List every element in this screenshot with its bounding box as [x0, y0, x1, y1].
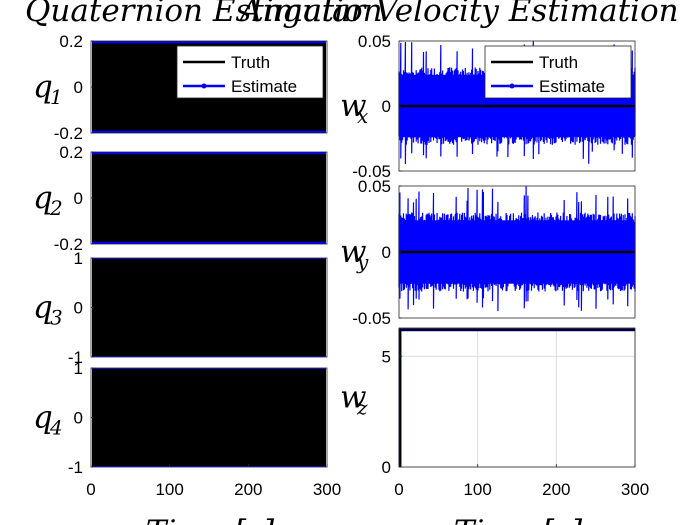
- chart-q2-ylabel: q: [33, 180, 53, 216]
- chart-q1-ytick-label-1: 0: [74, 78, 83, 97]
- chart-wx-ylabel: w: [340, 88, 367, 124]
- chart-q3-series-truth: [92, 258, 326, 357]
- chart-wz-ylabel: w: [340, 380, 367, 416]
- chart-q1-legend-marker-1: [201, 83, 207, 89]
- chart-wz-xtick-label-1: 100: [463, 480, 491, 499]
- chart-q1-legend: [176, 45, 324, 99]
- chart-q4-ylabel: q: [33, 400, 53, 436]
- chart-q3-ytick-label-0: 1: [74, 249, 83, 268]
- chart-wy-ylabel-subscript: y: [356, 250, 369, 274]
- chart-q2-series-truth: [92, 154, 326, 242]
- left-xlabel: Time [s]: [146, 514, 275, 525]
- chart-q1-legend-label-0: Truth: [231, 53, 270, 72]
- chart-wx-ytick-label-0: 0.05: [358, 32, 391, 51]
- chart-q1-ylabel-subscript: 1: [50, 85, 63, 109]
- right-xlabel: Time [s]: [454, 514, 583, 525]
- chart-wx-ylabel-subscript: x: [357, 104, 368, 128]
- chart-wx-legend-marker-1: [509, 83, 515, 89]
- chart-wx-ytick-label-1: 0: [382, 97, 391, 116]
- right-title: Angular Velocity Estimation: [237, 0, 679, 29]
- chart-wz-xtick-label-3: 300: [621, 480, 649, 499]
- left-title: Quaternion Estimation: [25, 0, 383, 29]
- chart-q3-ytick-label-1: 0: [74, 299, 83, 318]
- chart-q2-ytick-label-2: -0.2: [54, 235, 83, 254]
- chart-q4-xtick-label-1: 100: [155, 480, 183, 499]
- chart-q3-ytick-label-2: -1: [68, 348, 83, 367]
- chart-wx-legend-label-0: Truth: [539, 53, 578, 72]
- chart-q2-ytick-label-1: 0: [74, 189, 83, 208]
- chart-q4-ylabel-subscript: 4: [49, 416, 63, 440]
- chart-wz-plot-area: [399, 328, 635, 467]
- chart-wy-ylabel: w: [340, 234, 367, 270]
- chart-wx-ytick-label-2: -0.05: [352, 162, 391, 181]
- chart-q4-xtick-label-2: 200: [234, 480, 262, 499]
- chart-q2-ylabel-subscript: 2: [49, 196, 63, 220]
- chart-q4-ytick-label-2: -1: [68, 458, 83, 477]
- chart-wx-legend-label-1: Estimate: [539, 77, 605, 96]
- chart-q4-ytick-label-1: 0: [74, 409, 83, 428]
- chart-wz-xtick-label-0: 0: [394, 480, 403, 499]
- chart-wz-ytick-label-1: 0: [382, 458, 391, 477]
- chart-q1-ytick-label-0: 0.2: [59, 32, 83, 51]
- chart-q1-ylabel: q: [33, 69, 53, 105]
- chart-wz-ylabel-subscript: z: [356, 396, 368, 420]
- chart-wz-xtick-label-2: 200: [542, 480, 570, 499]
- chart-wy-ytick-label-2: -0.05: [352, 309, 391, 328]
- chart-wz-axes-frame: [398, 327, 636, 468]
- chart-wy-ytick-label-0: 0.05: [358, 177, 391, 196]
- chart-q4-xtick-label-3: 300: [313, 480, 341, 499]
- chart-q4-ytick-label-0: 1: [74, 359, 83, 378]
- chart-q1-ytick-label-2: -0.2: [54, 124, 83, 143]
- chart-wz-series-truth: [399, 328, 635, 467]
- chart-wz-ytick-label-0: 5: [382, 347, 391, 366]
- chart-wy-ytick-label-1: 0: [382, 243, 391, 262]
- chart-q2-ytick-label-0: 0.2: [59, 143, 83, 162]
- chart-q4-xtick-label-0: 0: [86, 480, 95, 499]
- chart-q3-ylabel: q: [33, 290, 53, 326]
- chart-wx-legend: [484, 45, 632, 99]
- chart-q4-series-truth: [92, 368, 326, 467]
- chart-q1-legend-label-1: Estimate: [231, 77, 297, 96]
- chart-q3-ylabel-subscript: 3: [50, 306, 63, 330]
